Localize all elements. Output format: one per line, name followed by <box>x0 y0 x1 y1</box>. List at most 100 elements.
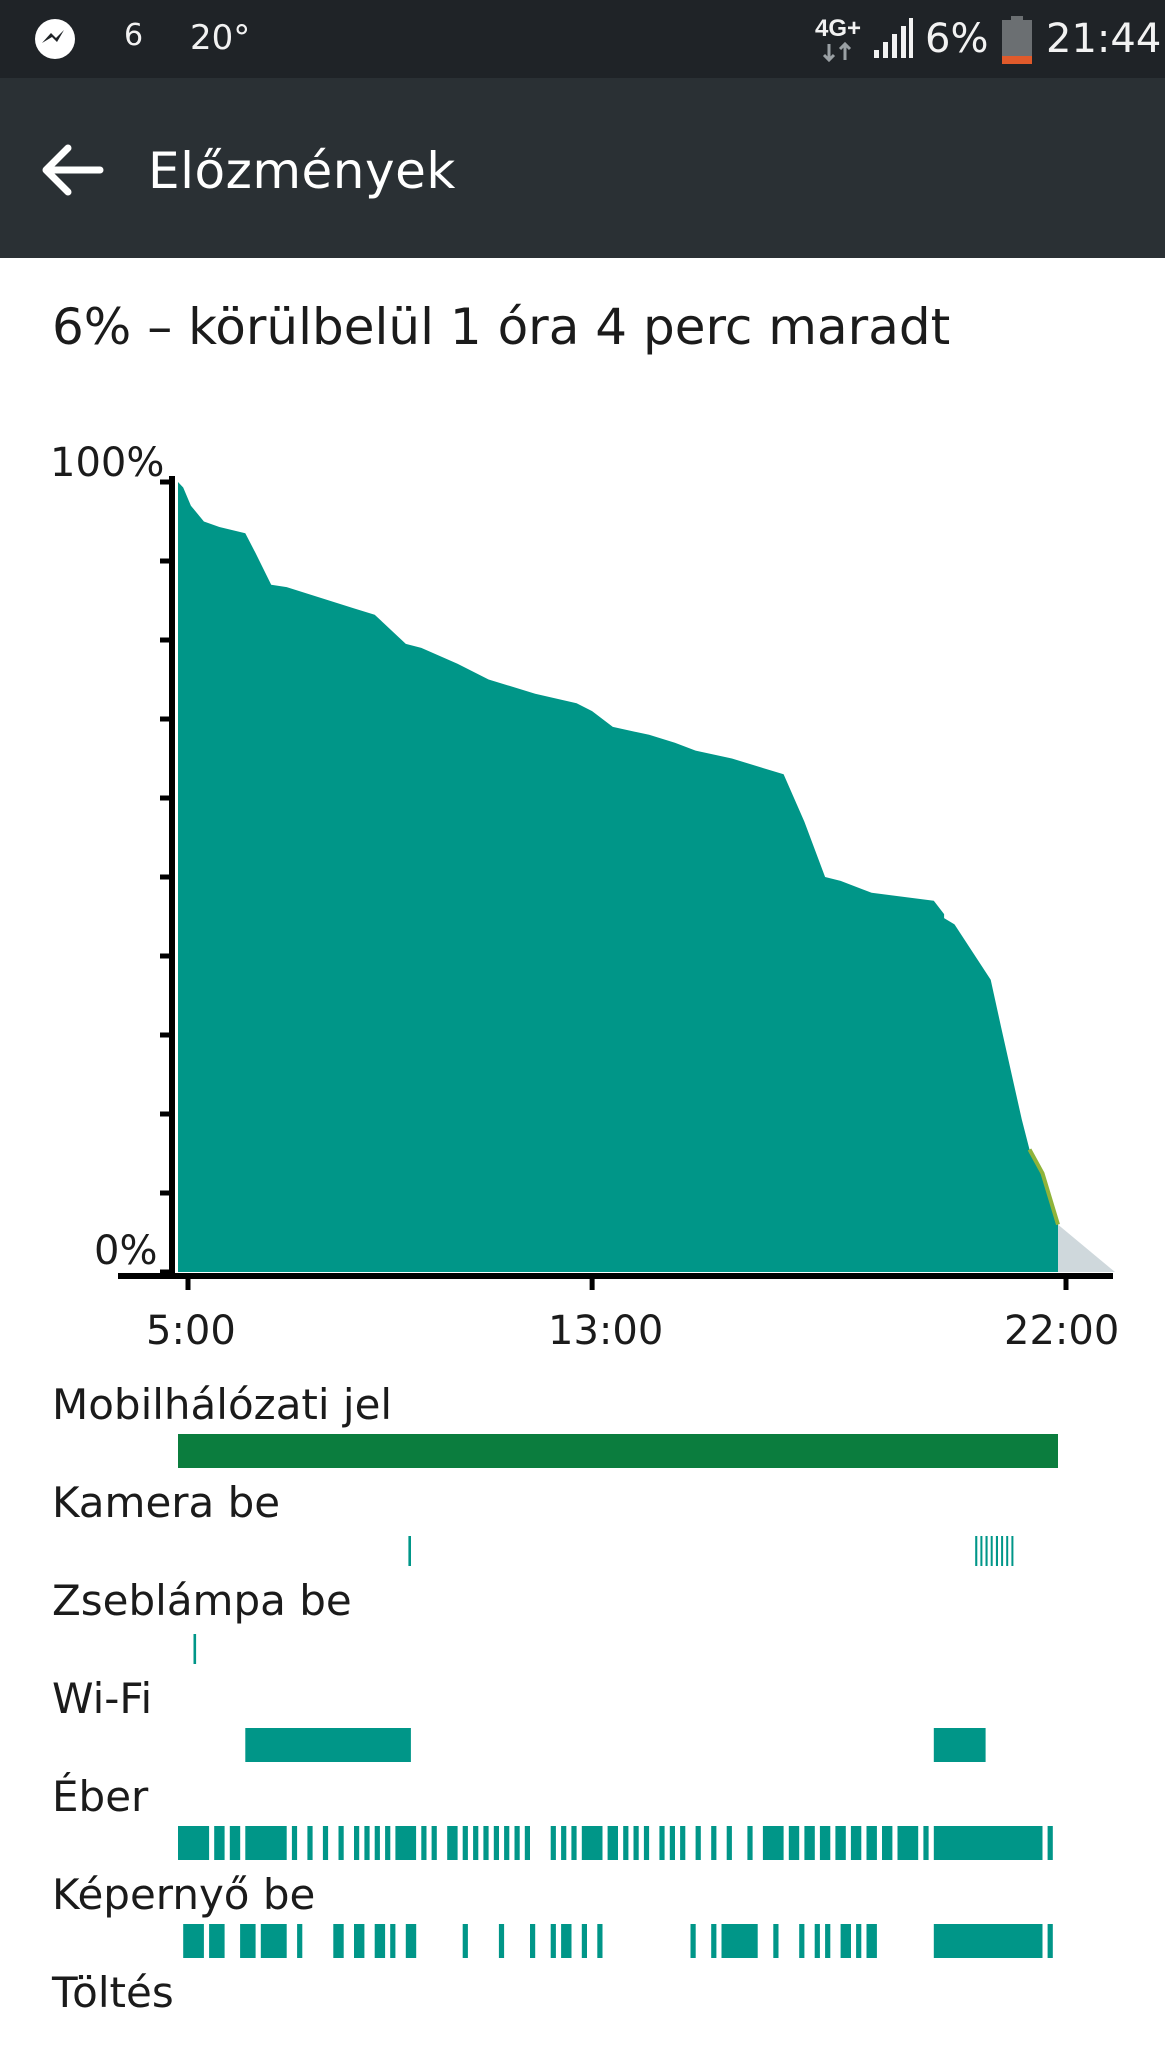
track-segment <box>229 1826 241 1860</box>
track-segment <box>726 1826 732 1860</box>
track-segment <box>504 1826 510 1860</box>
track-segment <box>390 1924 396 1958</box>
track-segment <box>985 1536 988 1566</box>
track-segment <box>825 1924 831 1958</box>
track-segment <box>990 1536 993 1566</box>
track-segment <box>550 1826 556 1860</box>
track-segment <box>514 1826 520 1860</box>
track-segment <box>240 1924 256 1958</box>
track-label: Wi-Fi <box>52 1674 153 1723</box>
track-segment <box>1047 1924 1053 1958</box>
track-segment <box>291 1826 298 1860</box>
track-bar <box>178 1826 1053 1860</box>
track-segment <box>431 1826 437 1860</box>
x-label-mid: 13:00 <box>548 1308 664 1354</box>
track-label: Kamera be <box>52 1478 281 1527</box>
clock: 21:44 <box>1046 16 1162 62</box>
track-segment <box>1047 1826 1053 1860</box>
track-segment <box>933 1728 986 1762</box>
track-segment <box>721 1924 758 1958</box>
track-segment <box>395 1826 417 1860</box>
track-segment <box>762 1826 784 1860</box>
track-segment <box>447 1826 458 1860</box>
track-bar <box>193 1634 197 1664</box>
track-segment <box>773 1924 779 1958</box>
track-segment <box>840 1924 851 1958</box>
notification-count: 6 <box>124 18 144 53</box>
track-segment <box>711 1924 717 1958</box>
track-segment <box>421 1826 427 1860</box>
track-segment <box>633 1826 639 1860</box>
battery-summary: 6% – körülbelül 1 óra 4 perc maradt <box>52 298 951 356</box>
network-type-label: 4G+ <box>815 15 861 42</box>
track-segment <box>819 1826 831 1860</box>
track-segment <box>405 1924 417 1958</box>
messenger-icon <box>35 19 75 59</box>
app-bar: Előzmények <box>0 78 1165 258</box>
track-segment <box>209 1924 225 1958</box>
track-segment <box>850 1826 862 1860</box>
track-segment <box>408 1536 411 1566</box>
track-label: Zseblámpa be <box>52 1576 352 1625</box>
track-segment <box>680 1826 686 1860</box>
track-segment <box>866 1826 877 1860</box>
track-segment <box>374 1924 386 1958</box>
track-segment <box>561 1826 567 1860</box>
page-title: Előzmények <box>148 142 456 200</box>
chart-svg <box>118 476 1115 1290</box>
track-bar <box>408 1536 1014 1566</box>
track-segment <box>695 1826 701 1860</box>
track-label: Éber <box>52 1772 149 1821</box>
track-segment <box>354 1826 360 1860</box>
x-label-end: 22:00 <box>1004 1308 1120 1354</box>
track-segment <box>856 1924 862 1958</box>
track-segment <box>297 1924 303 1958</box>
track-segment <box>933 1826 1043 1860</box>
track-segment <box>550 1924 556 1958</box>
track-segment <box>933 1924 1043 1958</box>
track-segment <box>364 1826 370 1860</box>
track-segment <box>923 1826 929 1860</box>
track-segment <box>354 1924 365 1958</box>
signal-icon <box>874 18 913 58</box>
track-segment <box>1006 1536 1009 1566</box>
track-segment <box>1011 1536 1014 1566</box>
track-segment <box>178 1434 1058 1468</box>
track-segment <box>995 1536 998 1566</box>
track-segment <box>214 1826 225 1860</box>
track-segment <box>643 1826 650 1860</box>
track-segment <box>1001 1536 1004 1566</box>
projection-area <box>1058 1224 1115 1272</box>
battery-history-chart: 100% 0% 5:00 13:00 22:00 <box>0 430 1165 1354</box>
track-segment <box>607 1826 618 1860</box>
arrow-left-icon[interactable] <box>38 140 108 200</box>
track-segment <box>260 1924 287 1958</box>
track-segment <box>530 1924 536 1958</box>
track-segment <box>483 1826 489 1860</box>
track-segment <box>799 1924 805 1958</box>
track-segment <box>462 1826 468 1860</box>
track-segment <box>747 1826 753 1860</box>
battery-level-area <box>178 482 1058 1272</box>
track-segment <box>571 1826 577 1860</box>
network-4g-icon: 4G+ <box>815 15 861 63</box>
track-segment <box>711 1826 717 1860</box>
track-segment <box>524 1826 530 1860</box>
track-segment <box>975 1536 978 1566</box>
track-segment <box>814 1924 820 1958</box>
low-battery-line <box>1027 1148 1060 1226</box>
track-segment <box>690 1924 696 1958</box>
track-segment <box>333 1924 344 1958</box>
track-segment <box>183 1924 204 1958</box>
y-label-bottom: 0% <box>94 1228 158 1274</box>
track-segment <box>788 1826 800 1860</box>
track-segment <box>374 1826 380 1860</box>
track-segment <box>980 1536 983 1566</box>
y-label-top: 100% <box>50 440 165 486</box>
track-label: Képernyő be <box>52 1870 316 1919</box>
battery-icon <box>1002 16 1032 64</box>
track-segment <box>897 1826 919 1860</box>
track-label: Töltés <box>52 1968 174 2017</box>
track-segment <box>835 1826 846 1860</box>
track-segment <box>462 1924 468 1958</box>
